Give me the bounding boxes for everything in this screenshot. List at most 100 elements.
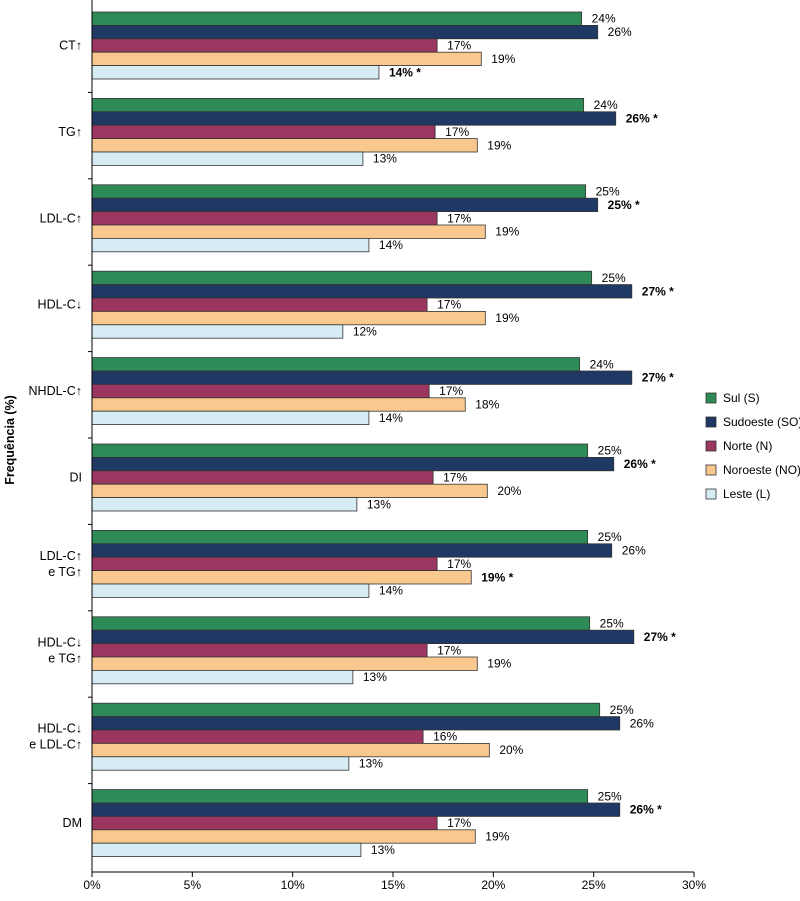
- bar: [91, 138, 478, 153]
- bar: [91, 443, 589, 458]
- bar: [91, 743, 490, 758]
- data-label: 16%: [433, 730, 457, 744]
- data-label: 14%: [379, 238, 403, 252]
- data-label: 19%: [495, 225, 519, 239]
- bar: [91, 802, 621, 817]
- category-label: e LDL-C↑: [29, 738, 82, 752]
- data-label: 19%: [487, 138, 511, 152]
- data-label: 20%: [499, 743, 523, 757]
- bar: [91, 530, 589, 545]
- data-label: 17%: [447, 39, 471, 53]
- legend-label: Noroeste (NO): [723, 463, 800, 477]
- data-label: 25%: [598, 789, 622, 803]
- bar: [91, 310, 486, 326]
- bar: [91, 383, 430, 399]
- data-label: 24%: [590, 357, 614, 371]
- data-label: 14%: [379, 411, 403, 425]
- bar: [91, 702, 601, 718]
- legend-label: Leste (L): [723, 487, 770, 501]
- data-label: 17%: [447, 557, 471, 571]
- data-label: 13%: [371, 843, 395, 857]
- data-label: 14% *: [389, 65, 421, 79]
- data-label: 12%: [353, 325, 377, 339]
- data-label: 27% *: [644, 630, 676, 644]
- bar: [91, 98, 585, 113]
- data-label: 25% *: [608, 198, 640, 212]
- data-label: 26%: [608, 25, 632, 39]
- data-label: 19%: [495, 311, 519, 325]
- bar: [91, 24, 599, 40]
- legend-swatch: [705, 440, 717, 452]
- legend-swatch: [705, 464, 717, 476]
- bar: [91, 570, 472, 585]
- category-label: e TG↑: [48, 565, 82, 579]
- data-label: 25%: [596, 185, 620, 199]
- bar: [91, 237, 370, 253]
- data-label: 25%: [602, 271, 626, 285]
- category-label: HDL-C↓: [38, 298, 82, 312]
- data-label: 19%: [485, 830, 509, 844]
- category-label: CT↑: [59, 39, 82, 53]
- category-label: DI: [70, 471, 83, 485]
- bar: [91, 270, 593, 286]
- category-label: HDL-C↓: [38, 722, 82, 736]
- x-tick-label: 5%: [184, 878, 202, 892]
- bar: [91, 583, 370, 598]
- bar: [91, 184, 587, 199]
- bar: [91, 65, 380, 80]
- bar: [91, 370, 633, 385]
- data-label: 27% *: [642, 371, 674, 385]
- legend-swatch: [705, 392, 717, 404]
- bar: [91, 397, 466, 412]
- data-label: 13%: [359, 757, 383, 771]
- data-label: 13%: [363, 670, 387, 684]
- x-tick-label: 20%: [481, 878, 505, 892]
- bar: [91, 497, 358, 512]
- bar: [91, 38, 438, 53]
- data-label: 25%: [598, 530, 622, 544]
- bar: [91, 197, 599, 212]
- data-label: 25%: [600, 617, 624, 631]
- bar: [91, 324, 344, 339]
- data-label: 26% *: [624, 457, 656, 471]
- data-label: 14%: [379, 584, 403, 598]
- legend-label: Sul (S): [723, 391, 760, 405]
- data-label: 17%: [445, 125, 469, 139]
- legend-swatch: [705, 488, 717, 500]
- bar: [91, 470, 434, 485]
- category-label: DM: [63, 816, 82, 830]
- category-label: HDL-C↓: [38, 635, 82, 649]
- data-label: 17%: [437, 643, 461, 657]
- bar: [91, 456, 615, 472]
- data-label: 19%: [487, 657, 511, 671]
- data-label: 26%: [622, 544, 646, 558]
- bar: [91, 483, 488, 499]
- data-label: 24%: [592, 12, 616, 26]
- x-tick-label: 0%: [83, 878, 101, 892]
- data-label: 26%: [630, 716, 654, 730]
- bar: [91, 616, 591, 631]
- bar: [91, 297, 428, 312]
- data-label: 19%: [491, 52, 515, 66]
- bar: [91, 357, 581, 372]
- bar: [91, 51, 482, 67]
- bar: [91, 670, 354, 685]
- bar: [91, 410, 370, 426]
- bar: [91, 556, 438, 572]
- bar: [91, 656, 478, 671]
- x-tick-label: 10%: [281, 878, 305, 892]
- bar: [91, 816, 438, 831]
- data-label: 17%: [447, 211, 471, 225]
- legend-swatch: [705, 416, 717, 428]
- x-tick-label: 15%: [381, 878, 405, 892]
- data-label: 26% *: [626, 112, 658, 126]
- data-label: 24%: [594, 98, 618, 112]
- legend-label: Sudoeste (SO): [723, 415, 800, 429]
- data-label: 25%: [598, 444, 622, 458]
- bar: [91, 124, 436, 139]
- data-label: 17%: [437, 298, 461, 312]
- bar: [91, 716, 621, 731]
- bar: [91, 284, 633, 299]
